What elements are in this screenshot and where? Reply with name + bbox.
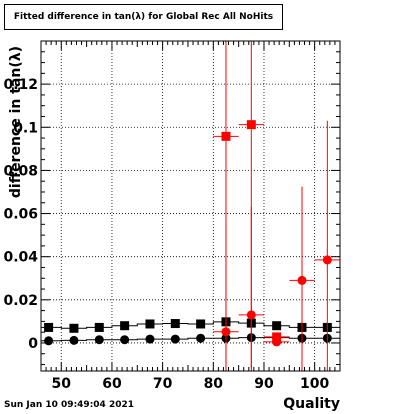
x-tick-label: 90: [254, 376, 274, 392]
data-point-circle: [297, 275, 307, 285]
data-point-square: [120, 321, 130, 331]
data-point-square: [44, 322, 54, 332]
data-point-circle: [196, 333, 206, 343]
data-point-square: [221, 131, 231, 141]
x-tick-label: 60: [102, 376, 122, 392]
plot-data: [41, 41, 340, 371]
data-point-circle: [272, 337, 282, 347]
y-axis-label: difference in tan(λ): [8, 46, 24, 198]
y-tick-label: 0.08: [3, 163, 38, 179]
data-point-square: [170, 319, 180, 329]
data-point-circle: [120, 335, 130, 345]
series-3: [213, 120, 340, 371]
data-point-circle: [221, 327, 231, 337]
data-point-circle: [69, 335, 79, 345]
data-point-circle: [322, 255, 332, 265]
data-point-square: [94, 322, 104, 332]
chart-title: Fitted difference in tan(λ) for Global R…: [4, 4, 283, 30]
data-point-square: [145, 319, 155, 329]
data-point-circle: [145, 334, 155, 344]
x-tick-label: 70: [153, 376, 173, 392]
data-point-circle: [44, 336, 54, 346]
axis-ticks: [40, 40, 341, 371]
grid: [41, 41, 340, 371]
data-point-square: [272, 332, 282, 342]
x-tick-label: 80: [204, 376, 224, 392]
plot-area: [41, 41, 340, 371]
timestamp: Sun Jan 10 09:49:04 2021: [4, 400, 135, 410]
data-point-circle: [170, 334, 180, 344]
data-point-square: [272, 321, 282, 331]
y-tick-label: 0.12: [3, 77, 38, 93]
y-tick-label: 0.06: [3, 207, 38, 223]
x-tick-label: 100: [300, 376, 329, 392]
y-tick-label: 0.1: [13, 120, 38, 136]
y-tick-label: 0.02: [3, 293, 38, 309]
data-point-square: [246, 120, 256, 130]
x-tick-label: 50: [52, 376, 72, 392]
y-tick-label: 0.04: [3, 250, 38, 266]
x-axis-label: Quality: [283, 396, 340, 412]
data-point-square: [69, 323, 79, 333]
series-line: [41, 337, 340, 342]
y-tick-label: 0: [28, 336, 38, 352]
plot-frame: [40, 40, 341, 372]
data-point-circle: [94, 335, 104, 345]
data-point-square: [196, 319, 206, 329]
data-point-circle: [246, 310, 256, 320]
